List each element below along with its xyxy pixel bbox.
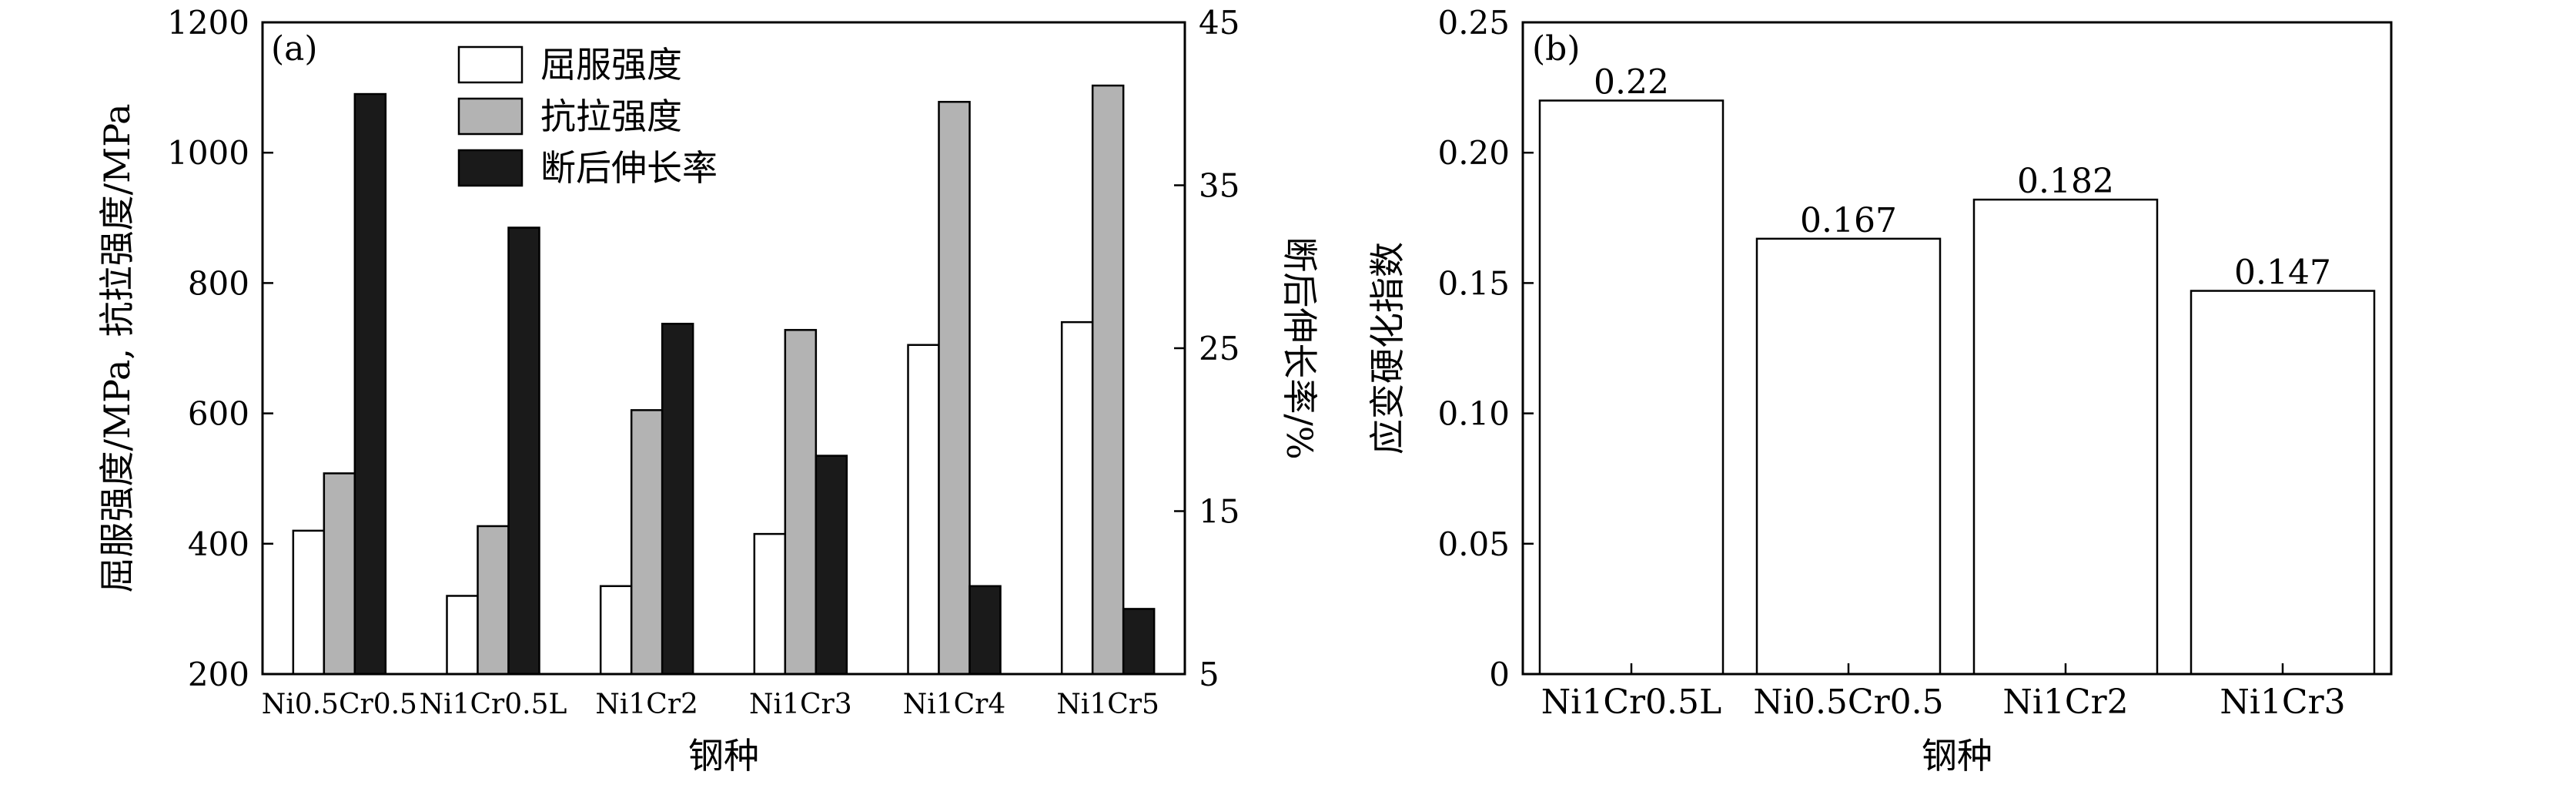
chart-panel-b: 0.22 Ni1Cr0.5L 0.167 Ni0.5Cr0.5 0.182 Ni1Cr2 0… [1367, 4, 2393, 777]
bar-yield-strength-Ni1Cr2 [599, 585, 633, 676]
bar-elongation-Ni1Cr2 [661, 323, 694, 676]
y-right-tick-label: 35 [1199, 167, 1239, 205]
x-tick-label: Ni0.5Cr0.5 [262, 689, 417, 720]
bar-elongation-Ni0.5Cr0.5 [353, 92, 387, 676]
panel-a-label: (a) [271, 29, 318, 69]
bar-yield-strength-Ni0.5Cr0.5 [292, 529, 326, 676]
bar-tensile-strength-Ni1Cr2 [630, 409, 664, 676]
data-label: 0.167 [1800, 201, 1897, 240]
legend-swatch-tensile-strength [457, 97, 524, 136]
y-tick-label: 0.20 [1437, 134, 1510, 172]
bar-elongation-Ni1Cr5 [1122, 608, 1156, 676]
x-tick-label: Ni0.5Cr0.5 [1753, 683, 1943, 722]
legend-label-tensile-strength: 抗拉强度 [540, 96, 682, 137]
chart-panel-a: Ni0.5Cr0.5 Ni1Cr0.5L Ni1Cr2 Ni1Cr3 Ni1Cr4 Ni1… [96, 4, 1320, 777]
panel-a-y-axis-label: 屈服强度/MPa, 抗拉强度/MPa [96, 103, 138, 592]
panel-b-plot-frame [1521, 21, 2393, 676]
x-tick-label: Ni1Cr3 [2220, 683, 2345, 722]
panel-b-y-axis-label: 应变硬化指数 [1367, 242, 1408, 455]
data-label: 0.147 [2234, 253, 2331, 293]
bar-yield-strength-Ni1Cr0.5L [446, 595, 479, 676]
legend-swatch-yield-strength [457, 45, 524, 84]
x-tick-label: Ni1Cr2 [595, 689, 698, 720]
x-tick-label: Ni1Cr5 [1056, 689, 1159, 720]
y-tick-label: 400 [188, 525, 249, 563]
y-right-tick-label: 45 [1199, 4, 1239, 42]
y-tick-label: 0.10 [1437, 395, 1510, 433]
bar-elongation-Ni1Cr0.5L [507, 226, 540, 676]
panel-a-x-axis-label: 钢种 [688, 735, 759, 777]
bar-yield-strength-Ni1Cr4 [907, 344, 940, 676]
data-label: 0.22 [1594, 63, 1669, 102]
legend-label-yield-strength: 屈服强度 [540, 44, 682, 86]
panel-b-x-axis-label: 钢种 [1922, 735, 1992, 777]
x-tick-label: Ni1Cr0.5L [1541, 683, 1721, 722]
bar-elongation-Ni1Cr4 [969, 585, 1002, 676]
y-right-tick-label: 25 [1199, 330, 1239, 367]
bar-tensile-strength-Ni1Cr0.5L [477, 525, 510, 676]
y-tick-label: 800 [188, 264, 249, 302]
y-tick-label: 0.05 [1437, 525, 1510, 563]
y-right-tick-label: 15 [1199, 493, 1239, 531]
bar-tensile-strength-Ni1Cr3 [784, 329, 818, 676]
panel-a-y-axis-right-label: 断后伸长率/% [1279, 237, 1320, 459]
bar-strain-hardening-Ni1Cr2 [1972, 198, 2159, 676]
bar-strain-hardening-Ni1Cr0.5L [1538, 99, 1725, 676]
panel-a-ticks: Ni0.5Cr0.5 Ni1Cr0.5L Ni1Cr2 Ni1Cr3 Ni1Cr4 Ni1… [167, 4, 1239, 720]
x-tick-label: Ni1Cr3 [749, 689, 852, 720]
y-right-tick-label: 5 [1199, 656, 1219, 693]
x-tick-label: Ni1Cr2 [2002, 683, 2128, 722]
panel-a-plot-frame [261, 21, 1186, 676]
y-tick-label: 200 [188, 656, 249, 693]
y-tick-label: 0 [1489, 656, 1510, 693]
y-tick-label: 1000 [167, 134, 249, 172]
legend-label-elongation: 断后伸长率 [540, 147, 718, 189]
bar-strain-hardening-Ni0.5Cr0.5 [1755, 237, 1942, 676]
bar-yield-strength-Ni1Cr3 [753, 532, 787, 676]
y-tick-label: 600 [188, 395, 249, 433]
legend-swatch-elongation [457, 149, 524, 187]
bar-yield-strength-Ni1Cr5 [1060, 320, 1094, 676]
bar-tensile-strength-Ni1Cr4 [938, 100, 971, 676]
y-tick-label: 0.15 [1437, 264, 1510, 302]
y-tick-label: 0.25 [1437, 4, 1510, 42]
panel-a-legend: 屈服强度 抗拉强度 断后伸长率 [457, 44, 718, 189]
bar-tensile-strength-Ni0.5Cr0.5 [323, 472, 356, 676]
panel-a-bars [292, 84, 1156, 676]
x-tick-label: Ni1Cr0.5L [420, 689, 567, 720]
panel-b-ticks: 0.22 Ni1Cr0.5L 0.167 Ni0.5Cr0.5 0.182 Ni1Cr2 0… [1437, 4, 2345, 722]
x-tick-label: Ni1Cr4 [903, 689, 1006, 720]
y-tick-label: 1200 [167, 4, 249, 42]
panel-b-label: (b) [1532, 29, 1581, 69]
bar-strain-hardening-Ni1Cr3 [2190, 290, 2376, 676]
data-label: 0.182 [2017, 162, 2114, 201]
bar-tensile-strength-Ni1Cr5 [1091, 84, 1125, 676]
bar-elongation-Ni1Cr3 [815, 455, 848, 676]
panel-b-bars [1538, 99, 2376, 676]
